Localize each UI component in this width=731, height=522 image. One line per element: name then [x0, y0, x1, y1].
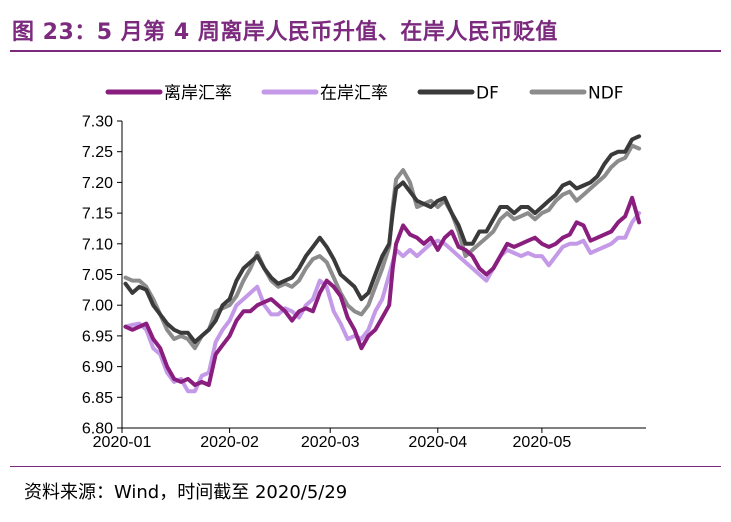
legend-label-onshore: 在岸汇率 [320, 84, 388, 104]
exchange-rate-chart: 离岸汇率 在岸汇率 DF NDF 6.80 6.85 6.90 6.95 7.00 7.05 7.… [82, 84, 646, 451]
y-tick-label: 6.95 [82, 328, 113, 345]
x-tick-label: 2020-04 [408, 434, 467, 451]
legend-label-ndf: NDF [588, 84, 624, 104]
x-tick-label: 2020-05 [513, 434, 572, 451]
y-tick-label: 7.00 [82, 298, 113, 315]
legend-label-offshore: 离岸汇率 [164, 84, 232, 104]
x-tick-label: 2020-03 [301, 434, 360, 451]
source-note: 资料来源：Wind，时间截至 2020/5/29 [24, 482, 348, 503]
y-tick-label: 7.30 [82, 114, 113, 131]
chart-axes: 6.80 6.85 6.90 6.95 7.00 7.05 7.10 7.15 7.20 7.25… [82, 114, 646, 451]
y-tick-label: 7.10 [82, 236, 113, 253]
source-divider [10, 466, 721, 467]
series-line-offshore [123, 195, 642, 387]
y-tick-label: 6.90 [82, 359, 113, 376]
legend-label-df: DF [476, 84, 499, 104]
y-tick-label: 7.25 [82, 144, 113, 161]
chart-series [123, 134, 642, 394]
series-line-ndf [123, 143, 642, 351]
chart-legend: 离岸汇率 在岸汇率 DF NDF [105, 84, 624, 104]
x-tick-label: 2020-01 [93, 434, 152, 451]
series-line-onshore [123, 211, 642, 394]
y-tick-label: 7.20 [82, 175, 113, 192]
chart-title: 图 23：5 月第 4 周离岸人民币升值、在岸人民币贬值 [12, 20, 558, 45]
y-tick-label: 6.80 [82, 421, 113, 438]
y-tick-label: 7.05 [82, 267, 113, 284]
y-tick-label: 7.15 [82, 206, 113, 223]
title-divider [10, 50, 721, 52]
series-line-df [123, 134, 642, 344]
y-tick-label: 6.85 [82, 390, 113, 407]
x-tick-label: 2020-02 [200, 434, 259, 451]
